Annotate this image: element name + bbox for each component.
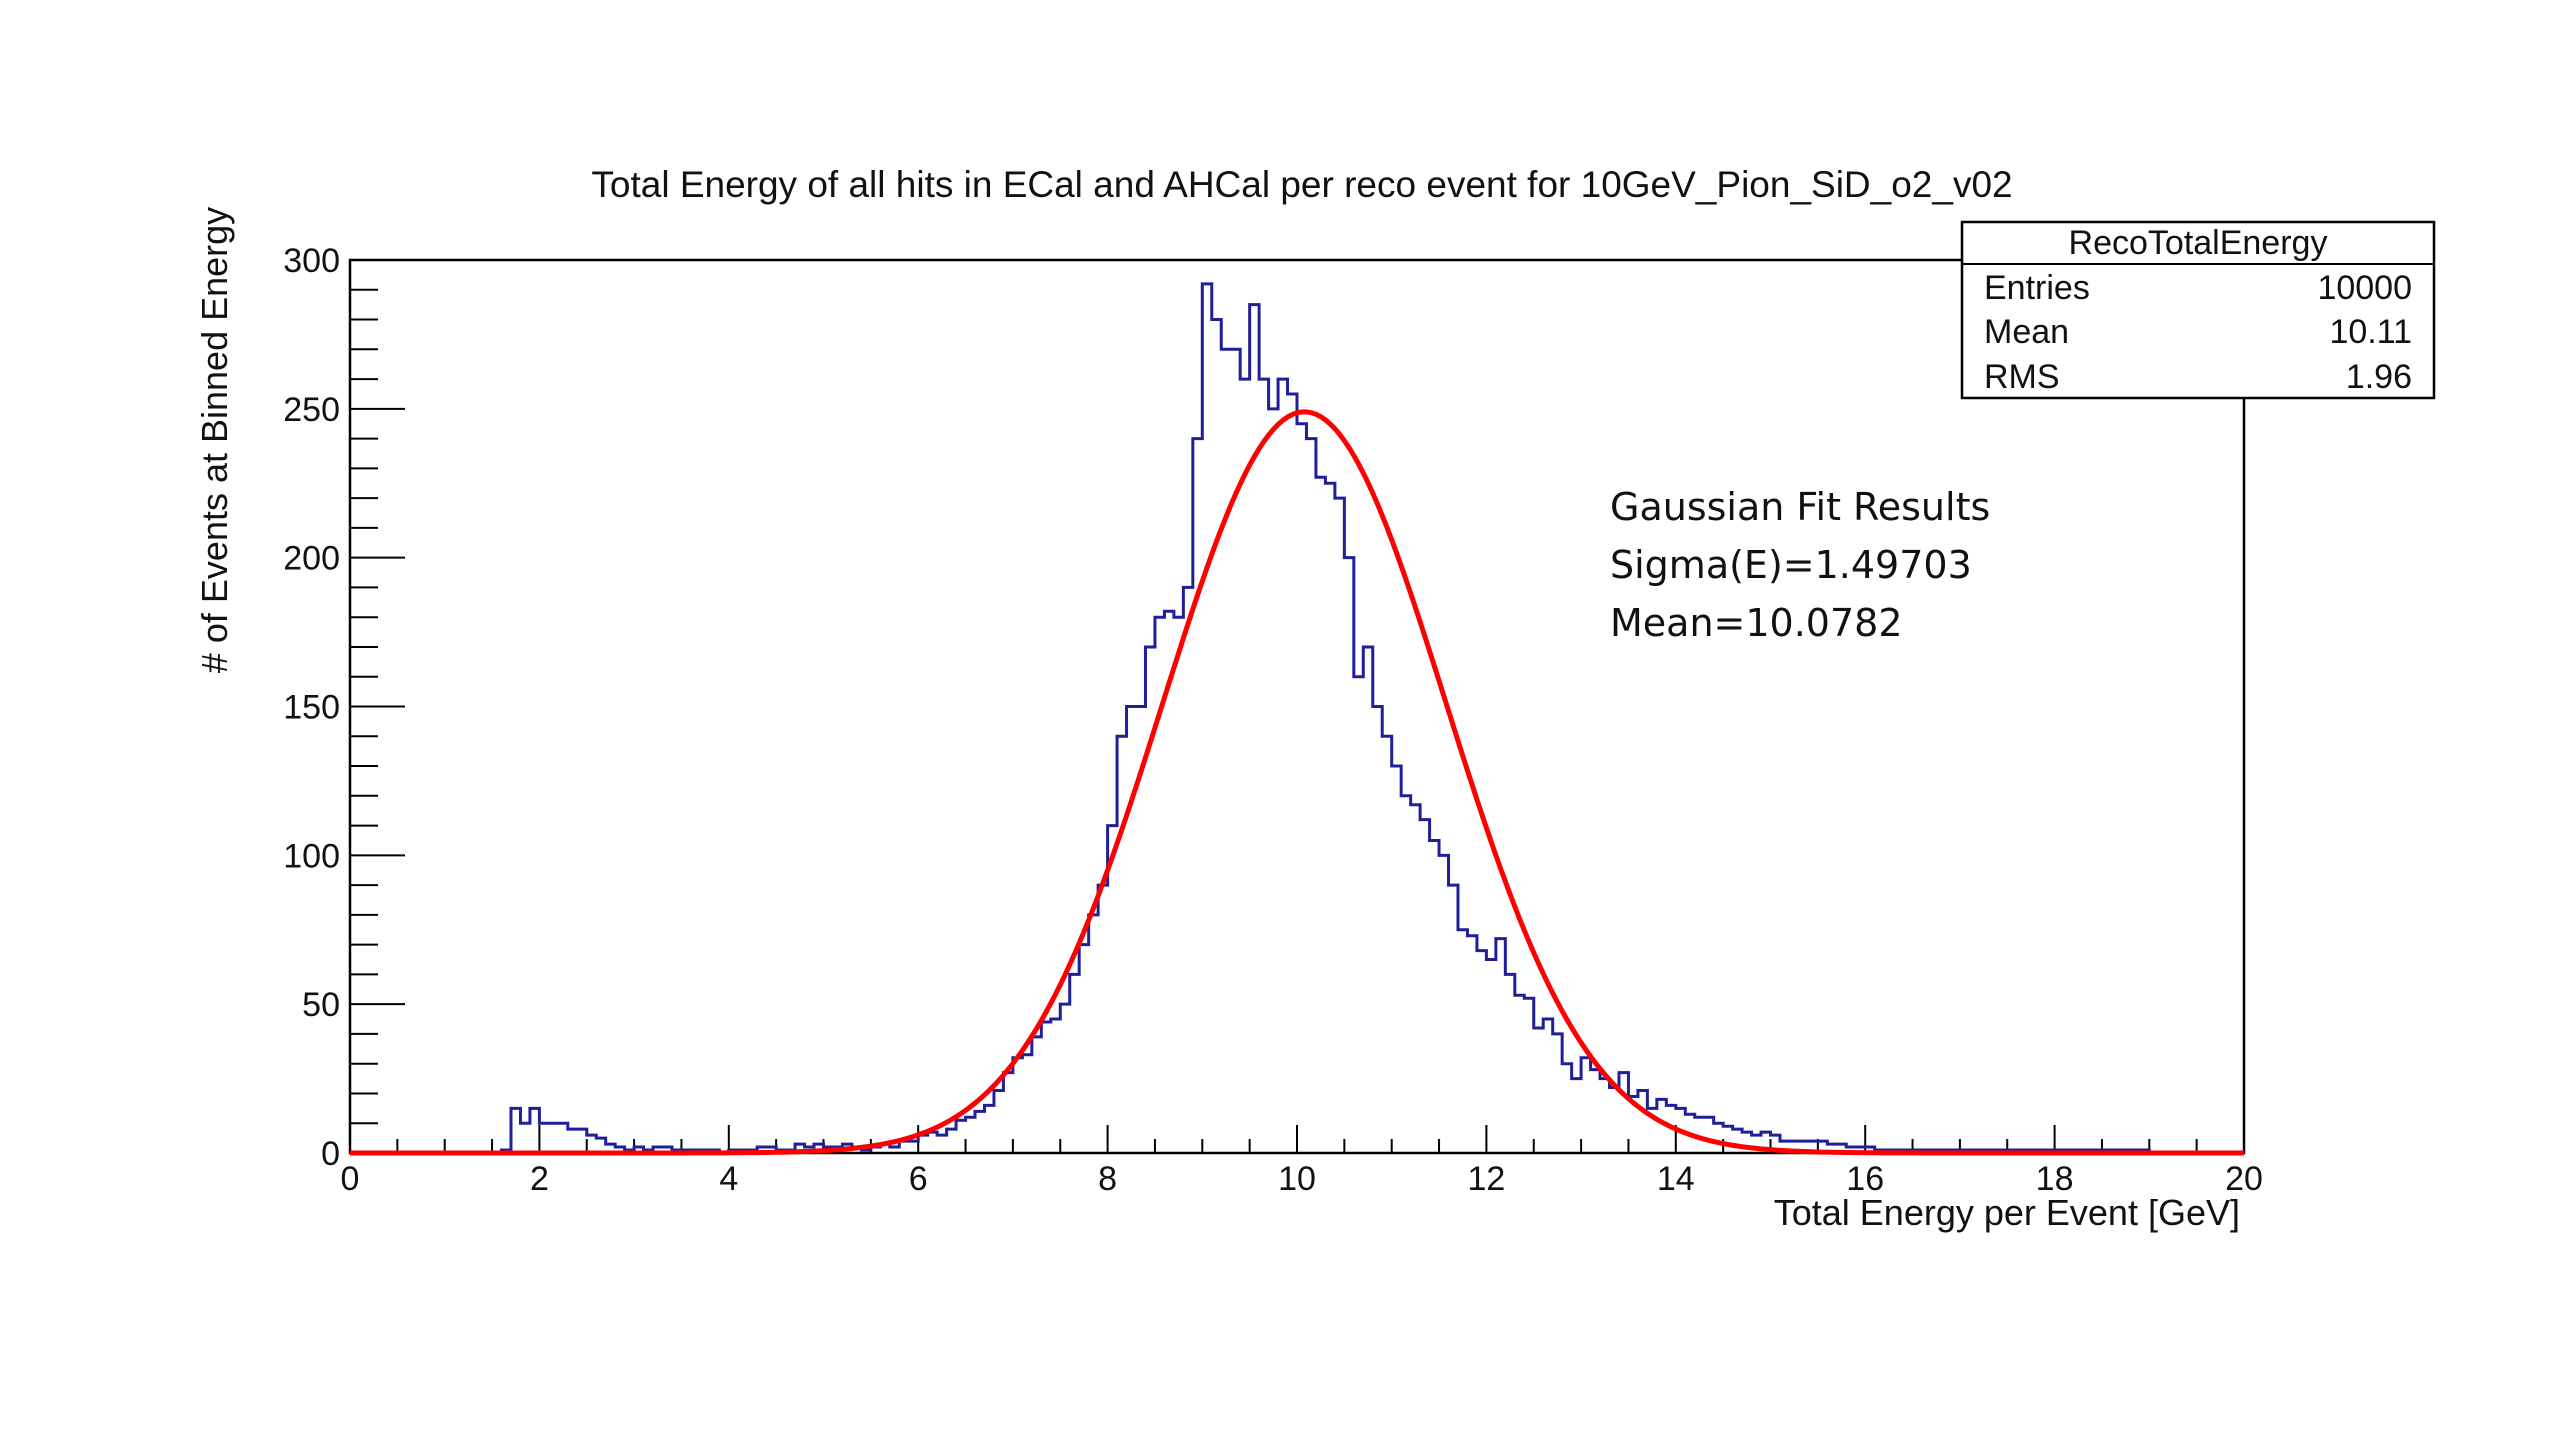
x-tick-label: 20 xyxy=(2225,1160,2263,1198)
y-tick-label: 150 xyxy=(283,689,340,727)
x-tick-label: 14 xyxy=(1657,1160,1695,1198)
x-tick-label: 10 xyxy=(1278,1160,1316,1198)
stats-entries-value: 10000 xyxy=(2317,269,2412,307)
y-tick-label: 250 xyxy=(283,391,340,429)
x-tick-label: 12 xyxy=(1467,1160,1505,1198)
y-axis-label: # of Events at Binned Energy xyxy=(194,207,235,673)
gaussian-fit-curve xyxy=(350,409,2244,1156)
x-axis-ticks: 0 2 4 6 8 10 12 14 16 18 20 xyxy=(341,1125,2263,1198)
x-tick-label: 4 xyxy=(719,1160,738,1198)
fit-annotation-mean: Mean=10.0782 xyxy=(1610,601,1903,645)
stats-rms-label: RMS xyxy=(1984,358,2060,396)
stats-mean-label: Mean xyxy=(1984,313,2069,351)
chart-title: Total Energy of all hits in ECal and AHC… xyxy=(591,164,2012,205)
histogram-series xyxy=(350,282,2151,1155)
fit-annotation-title: Gaussian Fit Results xyxy=(1610,485,1990,529)
x-axis-label: Total Energy per Event [GeV] xyxy=(1774,1192,2240,1233)
x-tick-label: 6 xyxy=(909,1160,928,1198)
x-tick-label: 2 xyxy=(530,1160,549,1198)
x-tick-label: 0 xyxy=(341,1160,360,1198)
y-tick-label: 0 xyxy=(321,1135,340,1173)
y-tick-label: 50 xyxy=(302,986,340,1024)
stats-mean-value: 10.11 xyxy=(2329,313,2412,351)
x-tick-label: 18 xyxy=(2036,1160,2074,1198)
y-tick-label: 300 xyxy=(283,242,340,280)
x-tick-label: 16 xyxy=(1846,1160,1884,1198)
fit-annotation-sigma: Sigma(E)=1.49703 xyxy=(1610,543,1972,587)
y-tick-label: 100 xyxy=(283,837,340,875)
x-tick-label: 8 xyxy=(1098,1160,1117,1198)
y-axis-ticks: 0 50 100 150 200 250 300 xyxy=(283,242,405,1173)
y-tick-label: 200 xyxy=(283,540,340,578)
stats-box-title: RecoTotalEnergy xyxy=(2069,224,2328,262)
stats-box-frame xyxy=(1960,220,2436,400)
stats-box: RecoTotalEnergy Entries 10000 Mean 10.11… xyxy=(1960,220,2436,400)
stats-entries-label: Entries xyxy=(1984,269,2090,307)
stats-rms-value: 1.96 xyxy=(2346,358,2412,396)
